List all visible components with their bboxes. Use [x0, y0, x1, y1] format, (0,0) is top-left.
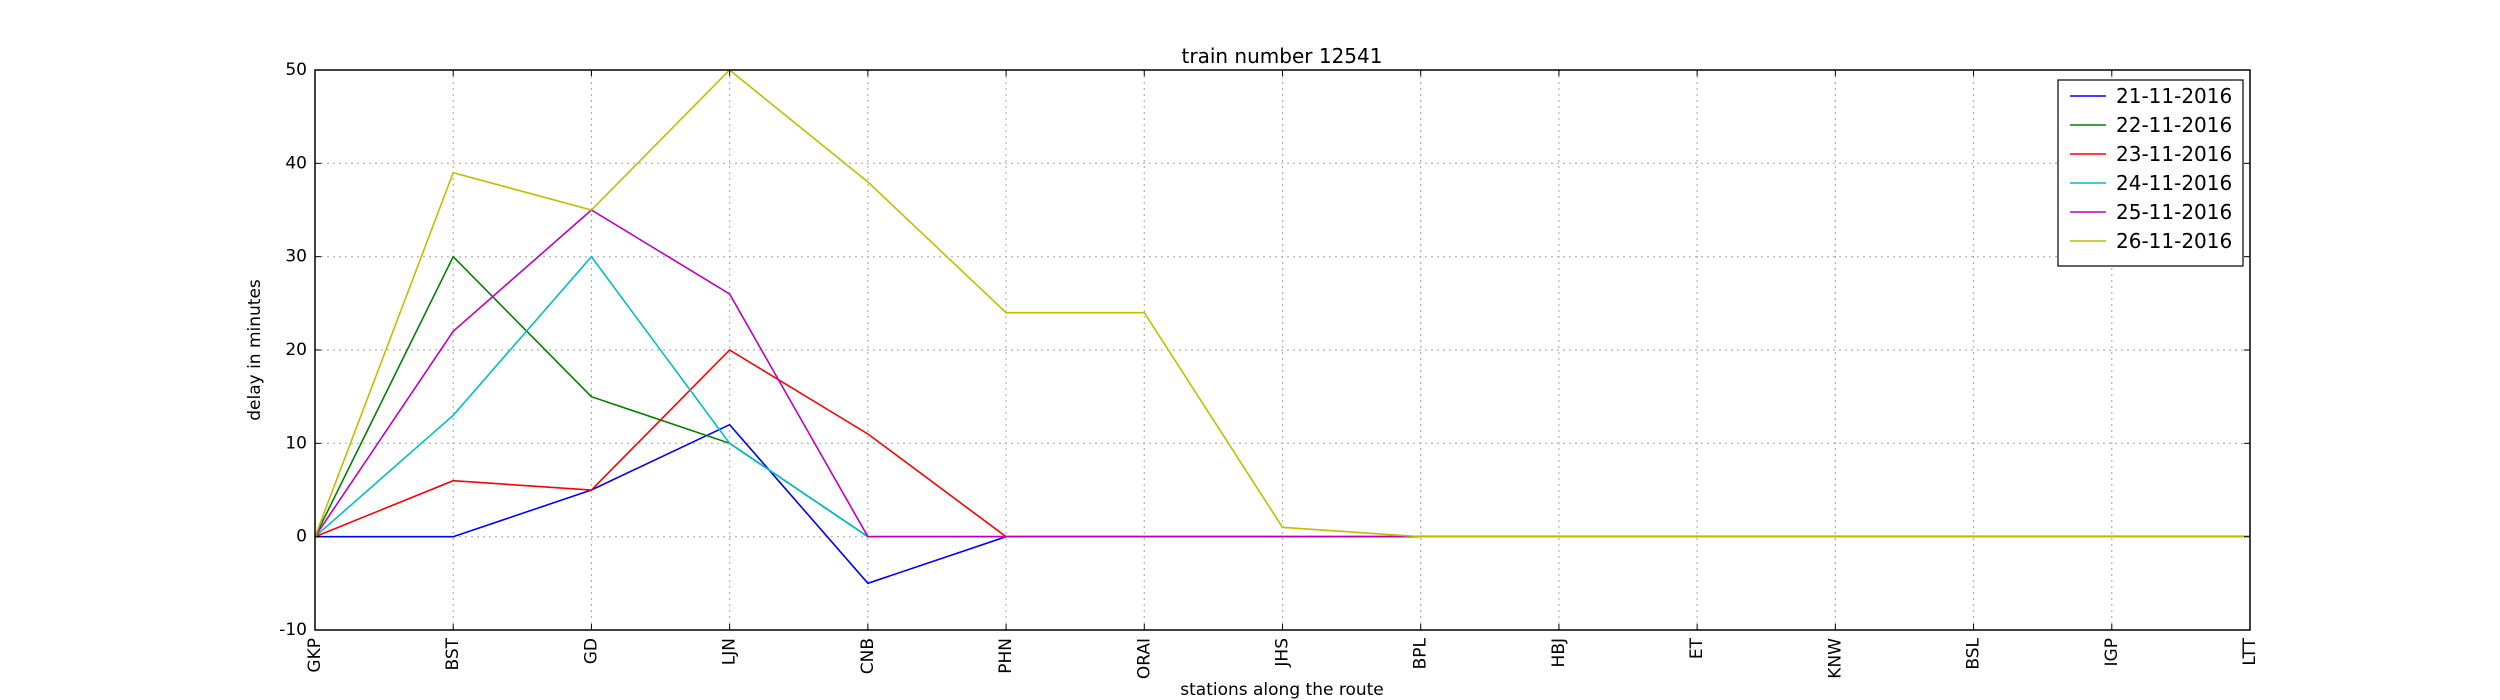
- legend-label: 22-11-2016: [2116, 113, 2232, 137]
- x-tick-label: ORAI: [1134, 638, 1154, 679]
- x-tick-label: LTT: [2240, 637, 2260, 665]
- y-axis-label: delay in minutes: [245, 279, 265, 421]
- legend-label: 24-11-2016: [2116, 171, 2232, 195]
- x-tick-label: IGP: [2102, 638, 2122, 666]
- x-tick-label: HBJ: [1549, 638, 1569, 667]
- x-tick-label: BPL: [1411, 637, 1431, 669]
- x-tick-label: LJN: [720, 638, 740, 665]
- x-tick-label: KNW: [1825, 638, 1845, 679]
- x-tick-label: BSL: [1964, 637, 1984, 669]
- legend-label: 25-11-2016: [2116, 200, 2232, 224]
- x-axis: GKP BST GD LJN CNB PHN ORAI JHS BPL HBJ ET KNW BSL IG…: [305, 70, 2260, 679]
- x-tick-label: GD: [581, 638, 601, 664]
- series-line-26-11-2016: [314, 68, 2250, 538]
- chart-title: train number 12541: [1182, 44, 1383, 68]
- x-tick-label: BST: [443, 637, 463, 670]
- x-tick-label: JHS: [1273, 638, 1293, 668]
- x-tick-label: GKP: [305, 638, 325, 673]
- y-tick-label: 0: [296, 527, 307, 547]
- series-line-25-11-2016: [314, 209, 2250, 538]
- x-tick-label: PHN: [996, 638, 1016, 674]
- legend-label: 26-11-2016: [2116, 229, 2232, 253]
- legend-box: [2057, 79, 2244, 267]
- y-tick-label: 10: [285, 433, 307, 453]
- x-tick-label: CNB: [858, 638, 878, 674]
- y-tick-label: 40: [285, 153, 307, 173]
- y-tick-label: 50: [285, 60, 307, 80]
- legend-label: 21-11-2016: [2116, 84, 2232, 108]
- y-tick-label: 30: [285, 247, 307, 267]
- series-layer: [314, 68, 2250, 585]
- x-axis-label: stations along the route: [1180, 680, 1384, 700]
- x-tick-label: ET: [1687, 637, 1707, 659]
- y-tick-label: 20: [285, 340, 307, 360]
- y-tick-label: -10: [279, 620, 307, 640]
- grid-lines: [315, 70, 2250, 630]
- legend: 21-11-2016 22-11-2016 23-11-2016 24-11-2016…: [2057, 79, 2244, 267]
- y-axis: -10 0 10 20 30 40 50: [279, 60, 2250, 640]
- legend-label: 23-11-2016: [2116, 142, 2232, 166]
